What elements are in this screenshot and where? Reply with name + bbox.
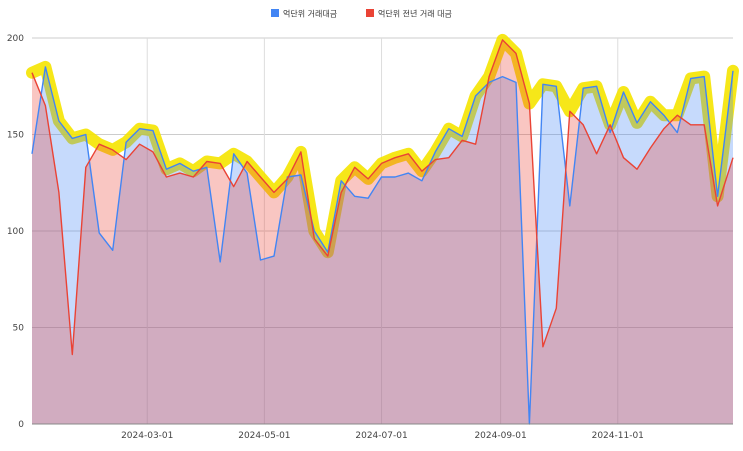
series-area-1 [32,66,733,425]
x-tick-label: 2024-09-01 [474,431,526,441]
legend-swatch [366,9,374,17]
x-tick-label: 2024-07-01 [355,431,407,441]
legend-label: 억단위 거래대금 [283,9,337,19]
y-tick-label: 150 [7,131,24,141]
x-tick-label: 2024-05-01 [238,431,290,441]
series-line-1 [31,66,734,425]
y-tick-label: 50 [13,324,25,334]
series-area-2 [32,39,733,425]
y-tick-label: 100 [7,227,24,237]
legend[interactable]: 억단위 거래대금 억단위 전년 거래 대금 [271,9,452,19]
series-line-2 [31,39,734,356]
axes: 0 50 100 150 200 2024-03-01 2024-05-01 2024-07-… [7,34,733,441]
legend-item-2[interactable]: 억단위 전년 거래 대금 [366,9,452,19]
series-areas [32,39,733,425]
y-tick-label: 200 [7,34,24,44]
legend-label: 억단위 전년 거래 대금 [378,9,452,19]
y-tick-label: 0 [18,420,24,430]
x-tick-label: 2024-03-01 [121,431,173,441]
legend-item-1[interactable]: 억단위 거래대금 [271,9,337,19]
x-tick-label: 2024-11-01 [592,431,644,441]
legend-swatch [271,9,279,17]
series-lines [31,39,734,425]
